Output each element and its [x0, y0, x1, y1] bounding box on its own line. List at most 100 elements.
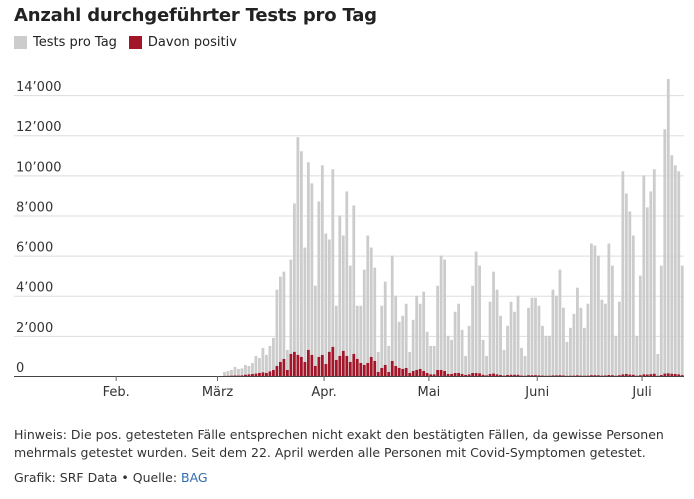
bar-tests	[649, 191, 653, 376]
bar-tests	[320, 165, 324, 376]
bar-positive	[638, 375, 642, 376]
bar-tests	[383, 281, 387, 376]
bar-tests	[327, 239, 331, 376]
bar-positive	[537, 375, 541, 376]
bar-positive	[404, 367, 408, 376]
bar-positive	[320, 354, 324, 376]
bar-positive	[666, 373, 670, 376]
bar-tests	[548, 335, 551, 376]
bar-positive	[607, 374, 611, 376]
bar-positive	[617, 375, 621, 376]
y-tick-label: 10’000	[16, 160, 62, 175]
bar-positive	[408, 372, 412, 376]
bar-tests	[457, 303, 461, 376]
bar-tests	[348, 265, 352, 376]
bar-positive	[310, 354, 314, 376]
bar-positive	[299, 356, 303, 376]
y-tick-label: 4’000	[16, 281, 53, 296]
x-tick-label: Juni	[524, 385, 549, 400]
bar-tests	[380, 305, 384, 376]
bar-positive	[499, 374, 502, 376]
bar-tests	[635, 335, 639, 376]
bar-positive	[244, 374, 247, 376]
bar-tests	[261, 347, 265, 376]
bar-tests	[603, 303, 607, 376]
bar-positive	[530, 375, 534, 376]
bar-tests	[624, 193, 628, 376]
bar-tests	[645, 207, 649, 376]
bar-tests	[251, 362, 254, 376]
bar-tests	[429, 345, 433, 376]
bar-tests	[481, 339, 485, 376]
bar-positive	[258, 372, 261, 376]
bar-tests	[642, 175, 646, 376]
bar-tests	[614, 335, 618, 376]
bar-positive	[645, 374, 649, 376]
bar-tests	[226, 370, 230, 376]
bar-positive	[380, 367, 384, 376]
bar-tests	[569, 327, 572, 376]
bar-tests	[422, 291, 426, 376]
bar-positive	[289, 353, 293, 376]
y-tick-label: 12’000	[16, 120, 62, 135]
bar-tests	[306, 162, 310, 376]
legend-label-tests: Tests pro Tag	[33, 35, 117, 50]
bar-positive	[327, 351, 331, 376]
bar-tests	[513, 311, 516, 376]
bar-tests	[439, 255, 443, 376]
bar-tests	[520, 347, 523, 376]
bar-tests	[397, 321, 401, 376]
bar-tests	[279, 276, 282, 376]
bar-positive	[397, 367, 401, 376]
x-tick-label: März	[202, 385, 234, 400]
bar-tests	[313, 285, 317, 376]
bar-positive	[464, 374, 467, 376]
y-tick-label: 14’000	[16, 80, 62, 95]
bar-positive	[362, 364, 366, 376]
bar-positive	[324, 363, 328, 376]
bar-tests	[656, 353, 660, 376]
bar-tests	[436, 285, 440, 376]
bar-positive	[439, 369, 443, 376]
bar-tests	[663, 129, 667, 376]
bar-positive	[621, 374, 625, 376]
bar-tests	[233, 366, 237, 376]
bar-positive	[390, 360, 394, 376]
bar-tests	[408, 351, 412, 376]
bar-tests	[579, 307, 583, 376]
bar-tests	[607, 243, 611, 376]
bar-positive	[558, 375, 562, 376]
bar-positive	[387, 371, 391, 376]
bar-tests	[659, 265, 663, 376]
bar-tests	[223, 371, 226, 376]
bar-positive	[673, 373, 677, 376]
bar-positive	[366, 362, 370, 376]
bar-positive	[474, 372, 478, 376]
bar-positive	[348, 361, 352, 376]
bar-tests	[673, 165, 677, 376]
bar-positive	[509, 374, 513, 376]
source-link[interactable]: BAG	[181, 470, 208, 485]
bar-tests	[373, 267, 377, 376]
bar-tests	[310, 183, 314, 376]
bar-positive	[359, 362, 363, 376]
y-tick-label: 6’000	[16, 241, 53, 256]
bar-tests	[404, 303, 408, 376]
bar-tests	[492, 271, 495, 376]
bar-positive	[457, 372, 461, 376]
bar-positive	[663, 373, 667, 376]
bar-tests	[453, 311, 457, 376]
bar-tests	[467, 325, 471, 376]
bar-tests	[376, 351, 380, 376]
bar-positive	[415, 369, 419, 376]
bar-positive	[251, 373, 254, 376]
y-tick-label: 0	[16, 361, 24, 376]
bar-positive	[436, 369, 440, 376]
bar-tests	[576, 287, 579, 376]
bar-positive	[467, 374, 471, 376]
bar-tests	[282, 271, 286, 376]
legend-swatch-positive	[128, 36, 142, 49]
footnote-text: Hinweis: Die pos. getesteten Fälle entsp…	[14, 427, 664, 460]
bar-tests	[509, 301, 513, 376]
source-credit: Grafik: SRF Data • Quelle:	[14, 470, 182, 485]
